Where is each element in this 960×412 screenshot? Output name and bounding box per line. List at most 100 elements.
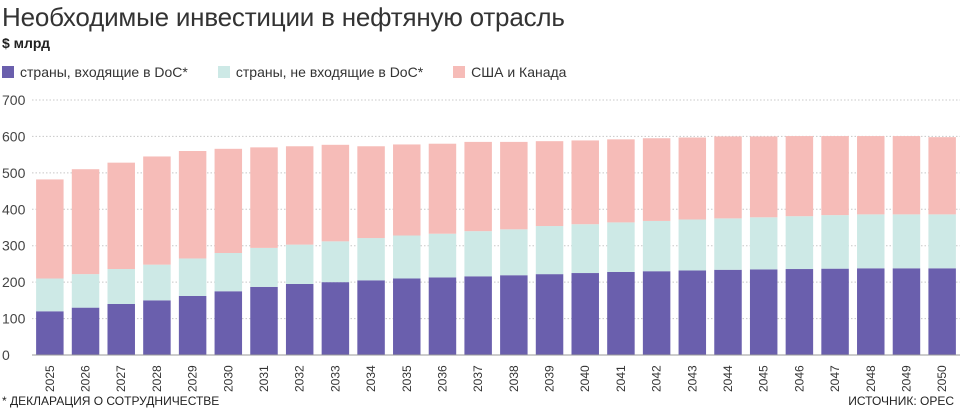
bar-segment-doc — [36, 311, 64, 355]
bar-segment-usa_canada — [749, 136, 778, 218]
bar-segment-doc — [285, 283, 314, 355]
bar-segment-non_doc — [178, 258, 207, 296]
bar-segment-usa_canada — [393, 144, 421, 236]
bar-segment-usa_canada — [357, 146, 385, 239]
chart-title: Необходимые инвестиции в нефтяную отрасл… — [2, 2, 565, 32]
x-tick-label: 2035 — [400, 365, 414, 392]
bar-segment-usa_canada — [714, 136, 742, 219]
legend-swatch-non-doc — [217, 66, 230, 78]
bar-segment-non_doc — [571, 224, 599, 274]
bar-segment-non_doc — [749, 217, 778, 270]
bar-segment-doc — [143, 300, 171, 355]
x-tick-label: 2040 — [578, 365, 592, 392]
legend-swatch-doc — [2, 66, 14, 78]
legend-label-doc: страны, входящие в DoC* — [20, 64, 188, 80]
x-tick-label: 2037 — [471, 365, 485, 392]
x-tick-label: 2043 — [685, 365, 699, 392]
bar-segment-usa_canada — [678, 137, 707, 220]
bar-segment-doc — [71, 307, 100, 355]
bar-segment-non_doc — [321, 241, 350, 283]
bar-segment-non_doc — [857, 214, 885, 269]
x-tick-label: 2036 — [435, 365, 449, 392]
bar-segment-doc — [321, 282, 350, 355]
bar-segment-usa_canada — [857, 136, 885, 215]
bar-segment-non_doc — [500, 229, 528, 276]
legend-label-usa-canada: США и Канада — [471, 64, 567, 80]
x-tick-label: 2044 — [721, 365, 735, 392]
y-tick-label: 400 — [2, 201, 26, 217]
x-tick-label: 2047 — [828, 365, 842, 392]
x-tick-label: 2045 — [757, 365, 771, 392]
unit-label: $ млрд — [2, 35, 51, 51]
bar-segment-doc — [821, 268, 849, 355]
bar-segment-doc — [214, 291, 243, 355]
bar-segment-usa_canada — [107, 162, 135, 270]
footnote: * ДЕКЛАРАЦИЯ О СОТРУДНИЧЕСТВЕ — [2, 394, 220, 408]
bar-segment-usa_canada — [785, 136, 814, 217]
x-tick-label: 2034 — [364, 365, 378, 392]
bar-segment-doc — [535, 274, 564, 355]
legend-item-non-doc: страны, не входящие в DoC* — [217, 64, 424, 80]
y-tick-label: 700 — [2, 92, 26, 108]
bar-segment-non_doc — [214, 253, 243, 292]
bar-segment-usa_canada — [214, 148, 243, 253]
y-tick-label: 300 — [2, 238, 26, 254]
bar-segment-usa_canada — [500, 141, 528, 230]
bar-segment-non_doc — [821, 215, 849, 269]
y-tick-label: 200 — [2, 274, 26, 290]
x-tick-label: 2046 — [792, 365, 806, 392]
bar-segment-non_doc — [143, 264, 171, 301]
x-tick-label: 2025 — [43, 365, 57, 392]
legend: страны, входящие в DoC* страны, не входя… — [2, 64, 566, 80]
bar-segment-usa_canada — [535, 141, 564, 227]
bar-segment-doc — [571, 273, 599, 355]
y-tick-label: 0 — [2, 347, 10, 363]
bar-segment-non_doc — [107, 269, 135, 304]
bar-segment-usa_canada — [571, 140, 599, 225]
legend-swatch-usa-canada — [453, 66, 466, 78]
bar-segment-non_doc — [393, 235, 421, 279]
bar-segment-usa_canada — [143, 156, 171, 265]
bar-segment-doc — [892, 268, 921, 355]
bar-segment-usa_canada — [178, 151, 207, 259]
bar-segment-usa_canada — [892, 136, 921, 215]
x-tick-label: 2039 — [543, 365, 557, 392]
y-tick-label: 500 — [2, 165, 26, 181]
bar-segment-doc — [357, 280, 385, 355]
bar-segment-non_doc — [464, 231, 492, 277]
y-tick-label: 100 — [2, 311, 26, 327]
bar-segment-doc — [250, 286, 278, 355]
bar-segment-doc — [178, 295, 207, 355]
bar-segment-non_doc — [892, 214, 921, 269]
bar-segment-non_doc — [357, 238, 385, 281]
bar-segment-doc — [642, 271, 671, 355]
bar-segment-non_doc — [250, 247, 278, 287]
bar-segment-non_doc — [607, 222, 635, 272]
x-tick-label: 2032 — [293, 365, 307, 392]
bar-segment-non_doc — [285, 244, 314, 284]
bar-segment-doc — [428, 277, 457, 355]
legend-label-non-doc: страны, не входящие в DoC* — [235, 64, 424, 80]
bar-segment-non_doc — [785, 216, 814, 270]
x-tick-label: 2050 — [935, 365, 949, 392]
bar-segment-usa_canada — [928, 137, 956, 215]
bar-segment-usa_canada — [607, 139, 635, 223]
bar-segment-non_doc — [36, 278, 64, 312]
bar-segment-usa_canada — [71, 169, 100, 275]
x-tick-label: 2049 — [899, 365, 913, 392]
bar-segment-doc — [393, 278, 421, 355]
bar-segment-usa_canada — [821, 136, 849, 216]
bar-segment-usa_canada — [464, 141, 492, 232]
bar-segment-non_doc — [678, 219, 707, 271]
bar-segment-doc — [464, 276, 492, 355]
bar-segment-doc — [107, 304, 135, 355]
x-tick-label: 2026 — [79, 365, 93, 392]
bar-segment-usa_canada — [285, 146, 314, 245]
bar-segment-doc — [607, 271, 635, 355]
x-tick-label: 2048 — [864, 365, 878, 392]
bar-segment-non_doc — [714, 218, 742, 270]
legend-item-usa-canada: США и Канада — [453, 64, 566, 80]
bar-segment-usa_canada — [428, 143, 457, 234]
bar-segment-non_doc — [428, 233, 457, 278]
